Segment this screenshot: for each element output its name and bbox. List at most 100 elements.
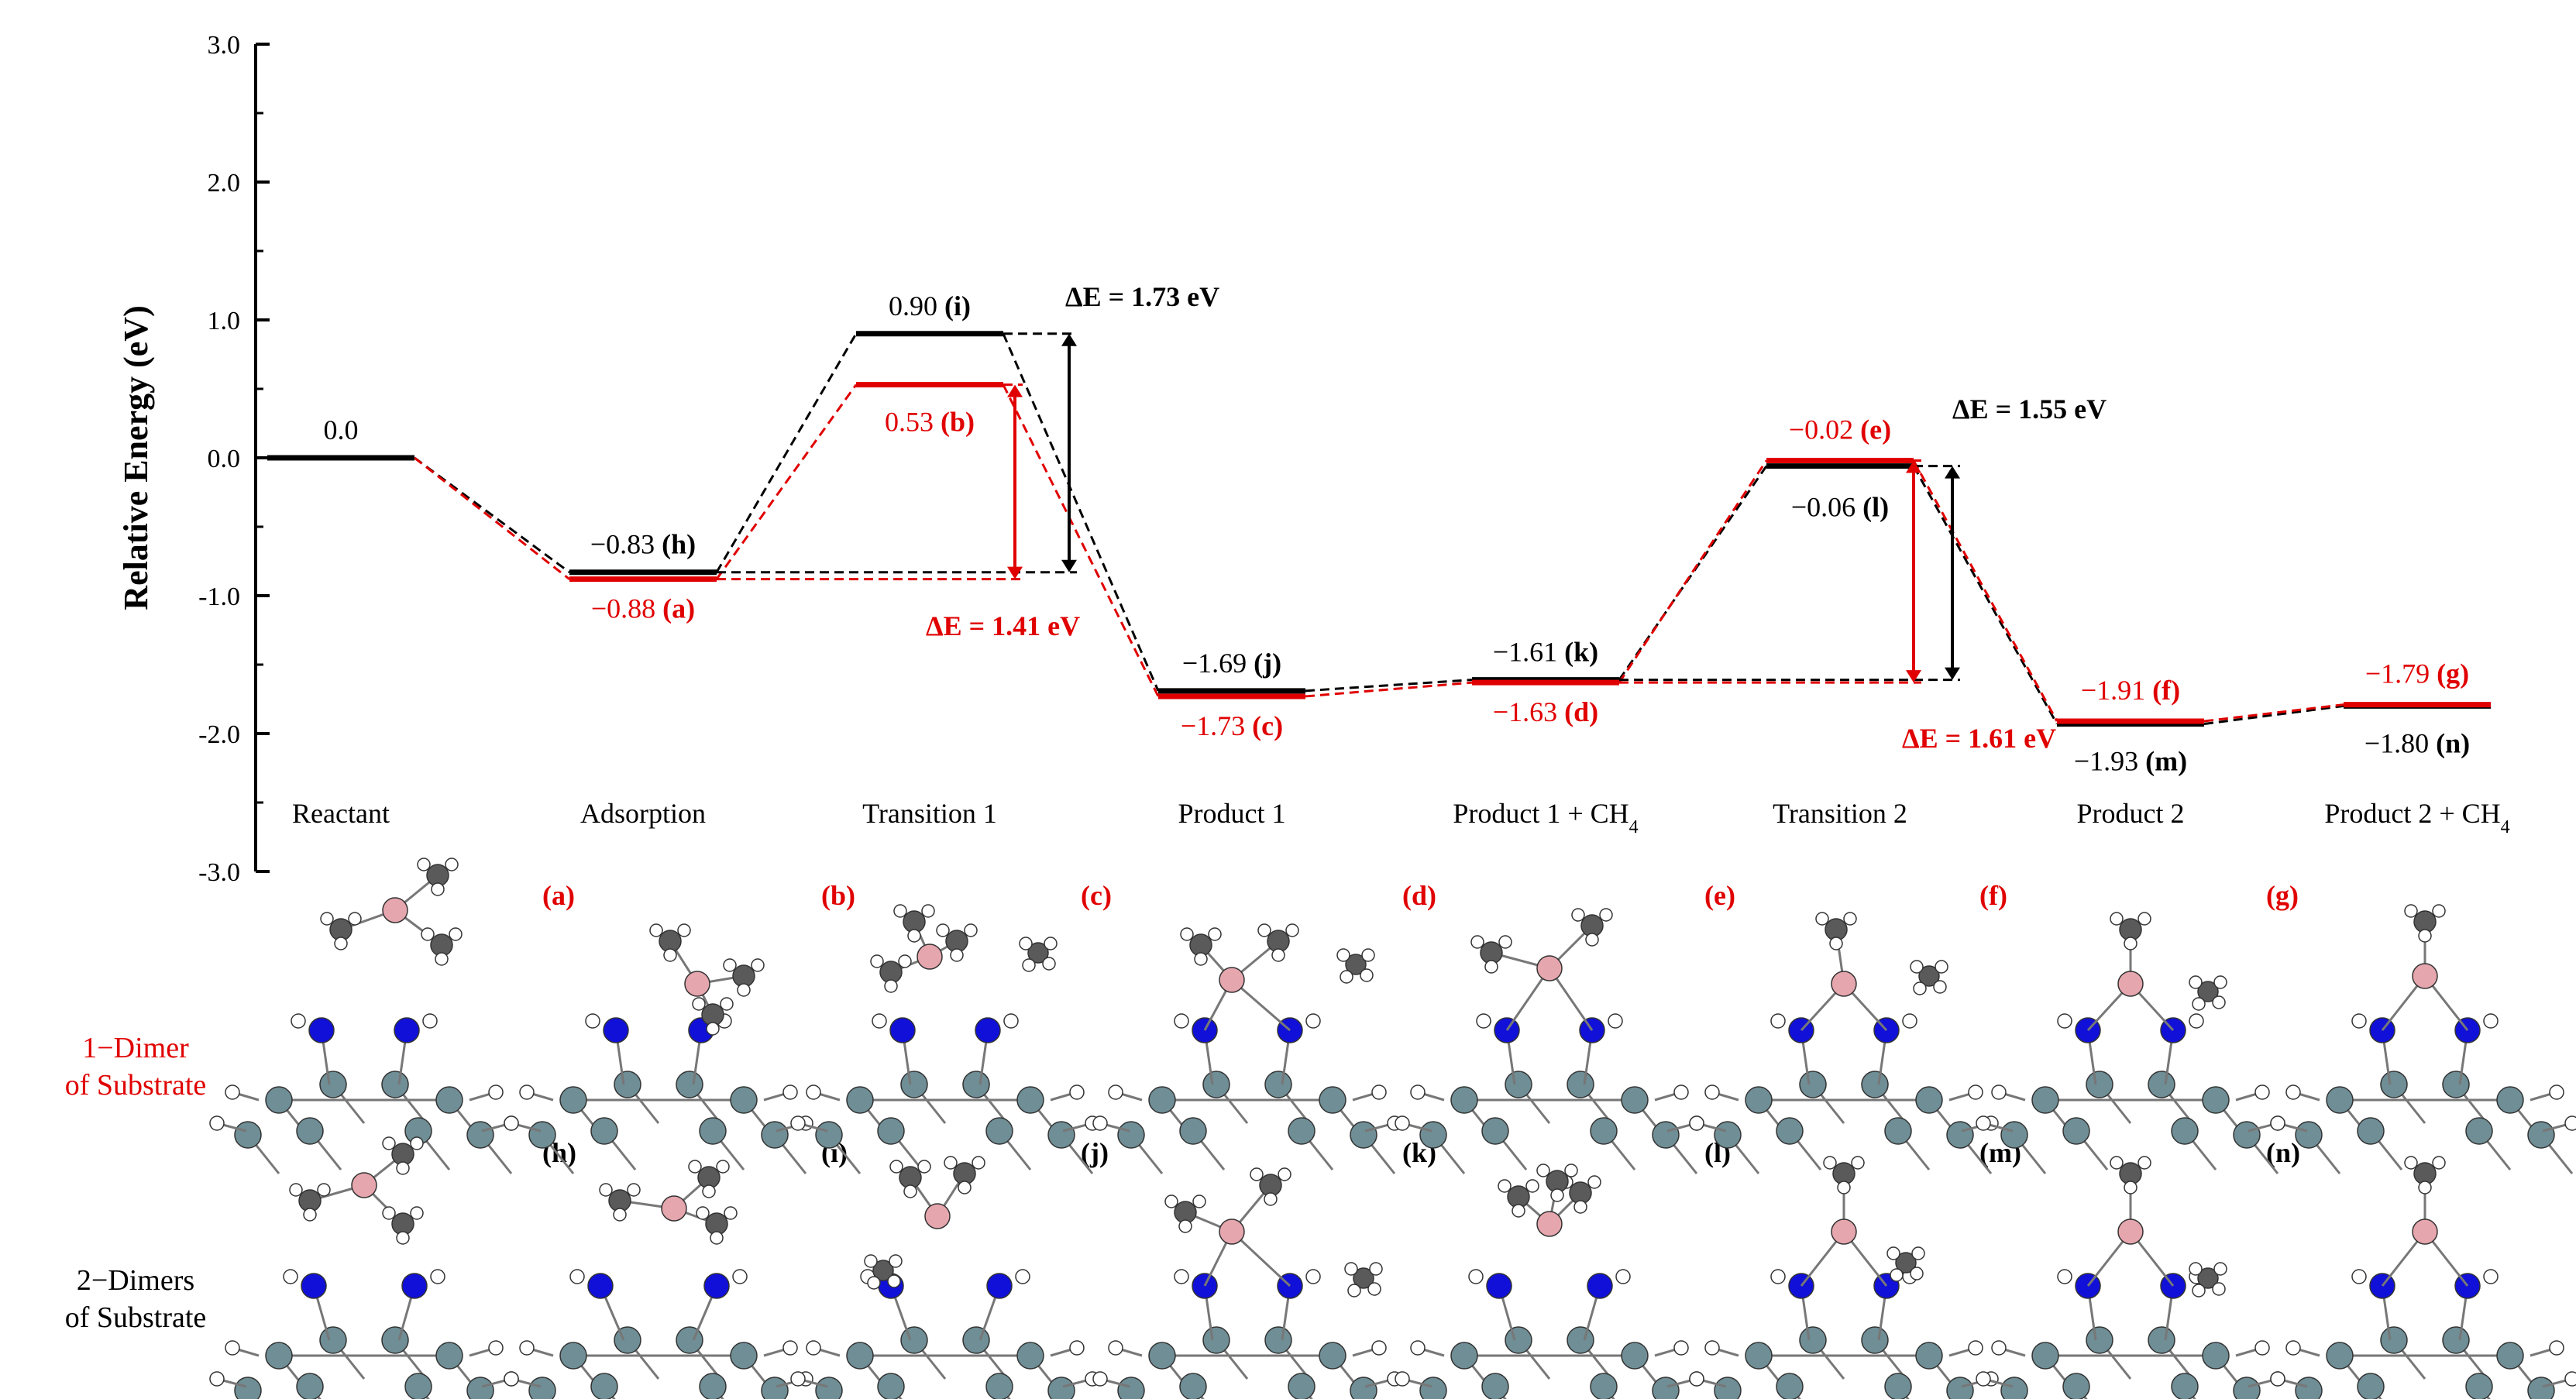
atom xyxy=(1831,971,1857,997)
atom xyxy=(1621,1086,1649,1114)
molecule-structure xyxy=(1976,912,2285,1174)
level-connector xyxy=(1912,459,2058,722)
barrier-arrowhead xyxy=(1906,670,1921,683)
atom xyxy=(1042,957,1056,971)
atom xyxy=(2527,1377,2555,1399)
atom xyxy=(661,1195,687,1222)
atom xyxy=(1946,1121,1974,1149)
category-label: Product 2 + CH4 xyxy=(2324,798,2509,837)
atom xyxy=(2564,1115,2576,1131)
atom xyxy=(870,954,884,968)
molecule-structure xyxy=(504,1160,813,1399)
molecule-structure xyxy=(1689,912,1999,1174)
atom xyxy=(265,1342,293,1370)
atom xyxy=(1831,1219,1857,1245)
energy-value: −1.61 xyxy=(1493,637,1564,668)
y-tick-label: -2.0 xyxy=(198,720,240,749)
atom xyxy=(1395,1115,1410,1131)
atom xyxy=(1319,1342,1346,1370)
atom xyxy=(751,958,765,972)
molecule-structure xyxy=(1689,1156,1999,1399)
atom xyxy=(1498,1179,1512,1193)
atom xyxy=(867,1276,881,1290)
atom xyxy=(1525,1179,1539,1193)
atom xyxy=(421,927,435,941)
atom xyxy=(2124,937,2137,950)
atom xyxy=(1652,1377,1680,1399)
atom xyxy=(1976,1115,1991,1131)
category-label: Product 1 xyxy=(1178,798,1286,829)
atom xyxy=(1652,1121,1680,1149)
structure-tag: (d) xyxy=(1402,880,1436,911)
atom xyxy=(382,1206,396,1220)
atom xyxy=(2496,1342,2524,1370)
atom xyxy=(2483,1269,2499,1284)
atom xyxy=(1470,935,1484,949)
category-label: Product 2 xyxy=(2077,798,2185,829)
atom xyxy=(410,1206,424,1220)
barrier-label: ΔE = 1.55 eV xyxy=(1952,394,2107,425)
atom xyxy=(528,1377,556,1399)
atom xyxy=(1288,1117,1316,1145)
atom xyxy=(2197,1267,2219,1289)
atom xyxy=(614,1326,641,1354)
atom xyxy=(1174,1013,1189,1029)
atom xyxy=(1505,1071,1532,1098)
atom xyxy=(301,1273,327,1299)
atom xyxy=(2213,1262,2227,1276)
atom xyxy=(2412,1219,2438,1245)
atom xyxy=(1673,1340,1689,1356)
atom xyxy=(1345,954,1367,975)
atom xyxy=(1673,1084,1689,1100)
atom xyxy=(2442,1071,2470,1098)
atom xyxy=(209,1371,225,1387)
atom xyxy=(2357,1373,2385,1399)
atom xyxy=(1536,1211,1563,1237)
atom xyxy=(2326,1086,2354,1114)
category-label: Transition 1 xyxy=(862,798,997,829)
atom xyxy=(396,1161,410,1175)
atom xyxy=(917,1160,931,1174)
atom xyxy=(1305,1013,1321,1029)
structure-tag: (n) xyxy=(2266,1137,2300,1168)
atom xyxy=(1837,1181,1851,1194)
atom xyxy=(627,1183,641,1197)
atom xyxy=(1027,942,1049,964)
atom xyxy=(519,1340,535,1356)
energy-value-label: 0.53 (b) xyxy=(885,407,975,438)
atom xyxy=(401,1273,428,1299)
atom xyxy=(1202,1071,1230,1098)
atom xyxy=(1257,923,1271,937)
atom xyxy=(2213,975,2227,989)
atom xyxy=(396,1231,410,1245)
energy-levels: 0.0 −0.83 (h)0.90 (i)−1.69 (j) −1.61 (k)−… xyxy=(267,290,2491,777)
atom xyxy=(1886,1246,1900,1260)
structure-row-label: 2−Dimers xyxy=(77,1264,194,1297)
atom xyxy=(559,1342,587,1370)
energy-value-label: −0.02 (e) xyxy=(1789,414,1891,445)
atom xyxy=(936,923,950,937)
energy-value-label: −0.83 (h) xyxy=(590,529,696,560)
atom xyxy=(2148,1326,2175,1354)
atom xyxy=(603,1017,629,1043)
atom xyxy=(1564,1164,1578,1177)
level-connector xyxy=(414,456,570,580)
molecule-structure xyxy=(209,858,519,1174)
atom xyxy=(1599,908,1613,922)
atom xyxy=(382,897,408,923)
atom xyxy=(2233,1377,2261,1399)
atom xyxy=(320,912,334,926)
atom xyxy=(1968,1084,1983,1100)
atom xyxy=(1410,1084,1426,1100)
state-tag: (d) xyxy=(1564,696,1598,727)
atom xyxy=(1476,1013,1491,1029)
structure-tag: (a) xyxy=(542,880,575,911)
atom xyxy=(1776,1117,1804,1145)
atom xyxy=(1369,1262,1383,1276)
atom xyxy=(1571,908,1585,922)
barrier-label: ΔE = 1.73 eV xyxy=(1065,281,1219,312)
energy-value-label: −1.61 (k) xyxy=(1493,637,1598,668)
atom xyxy=(1933,980,1947,994)
atom xyxy=(1344,1262,1358,1276)
barrier-arrowhead xyxy=(1945,466,1960,479)
